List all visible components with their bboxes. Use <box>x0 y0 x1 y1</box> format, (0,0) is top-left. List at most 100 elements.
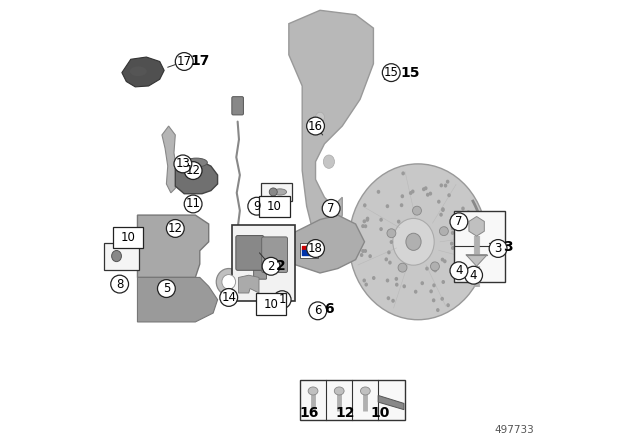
Ellipse shape <box>451 226 454 230</box>
Text: 12: 12 <box>186 164 200 177</box>
Bar <box>300 380 404 420</box>
Polygon shape <box>138 277 218 322</box>
Ellipse shape <box>458 238 461 242</box>
Ellipse shape <box>111 250 122 262</box>
Circle shape <box>489 240 507 258</box>
Ellipse shape <box>323 155 335 168</box>
Ellipse shape <box>455 237 459 241</box>
Ellipse shape <box>441 207 445 211</box>
Ellipse shape <box>439 213 443 217</box>
Text: 7: 7 <box>328 202 335 215</box>
Ellipse shape <box>446 303 450 307</box>
Ellipse shape <box>395 277 398 281</box>
Ellipse shape <box>414 290 417 294</box>
Text: 5: 5 <box>163 282 170 295</box>
Ellipse shape <box>380 227 383 231</box>
Circle shape <box>273 291 291 309</box>
FancyBboxPatch shape <box>300 243 318 258</box>
Ellipse shape <box>446 180 449 184</box>
Ellipse shape <box>451 231 454 235</box>
Ellipse shape <box>386 279 389 283</box>
Polygon shape <box>466 254 487 266</box>
Polygon shape <box>239 275 259 293</box>
Text: 10: 10 <box>120 231 135 244</box>
Circle shape <box>322 199 340 217</box>
Circle shape <box>220 289 237 306</box>
Ellipse shape <box>185 158 207 167</box>
Text: 8: 8 <box>116 278 124 291</box>
Ellipse shape <box>391 299 395 303</box>
Text: 10: 10 <box>264 297 278 310</box>
Circle shape <box>450 262 468 280</box>
Ellipse shape <box>436 308 440 312</box>
Ellipse shape <box>479 255 482 259</box>
Circle shape <box>262 258 280 275</box>
Ellipse shape <box>363 203 367 207</box>
Ellipse shape <box>364 249 367 253</box>
Ellipse shape <box>400 203 403 207</box>
Ellipse shape <box>377 190 380 194</box>
Circle shape <box>450 213 468 231</box>
Ellipse shape <box>364 224 367 228</box>
Text: 16: 16 <box>300 406 319 420</box>
Ellipse shape <box>432 267 436 271</box>
Text: 2: 2 <box>276 259 286 273</box>
Ellipse shape <box>432 283 436 287</box>
Ellipse shape <box>393 219 434 265</box>
FancyBboxPatch shape <box>256 293 286 315</box>
Text: 13: 13 <box>175 157 190 170</box>
Ellipse shape <box>429 192 432 196</box>
Ellipse shape <box>273 189 287 195</box>
Circle shape <box>166 220 184 237</box>
Ellipse shape <box>406 233 421 250</box>
Ellipse shape <box>444 184 447 188</box>
Ellipse shape <box>409 191 412 195</box>
Ellipse shape <box>420 281 424 285</box>
Ellipse shape <box>443 259 447 263</box>
Text: 14: 14 <box>221 291 236 304</box>
Ellipse shape <box>365 218 369 222</box>
Ellipse shape <box>372 276 376 280</box>
FancyBboxPatch shape <box>260 183 292 201</box>
Text: 497733: 497733 <box>494 426 534 435</box>
Text: 10: 10 <box>371 406 390 420</box>
Ellipse shape <box>366 217 369 220</box>
Ellipse shape <box>451 221 455 225</box>
Ellipse shape <box>401 172 405 176</box>
Ellipse shape <box>429 289 433 293</box>
Text: 18: 18 <box>308 242 323 255</box>
FancyBboxPatch shape <box>104 243 139 270</box>
Circle shape <box>248 197 266 215</box>
Text: 1: 1 <box>278 293 286 306</box>
Ellipse shape <box>380 218 383 222</box>
Ellipse shape <box>397 220 401 224</box>
Ellipse shape <box>222 275 236 289</box>
FancyBboxPatch shape <box>113 227 143 248</box>
Text: 12: 12 <box>168 222 183 235</box>
Circle shape <box>307 117 324 135</box>
FancyBboxPatch shape <box>232 225 294 301</box>
Ellipse shape <box>216 268 241 295</box>
Ellipse shape <box>461 232 465 236</box>
Ellipse shape <box>433 268 437 272</box>
Text: 9: 9 <box>253 200 260 213</box>
Circle shape <box>184 162 202 180</box>
Ellipse shape <box>426 193 429 197</box>
Circle shape <box>465 266 483 284</box>
Ellipse shape <box>388 261 392 265</box>
Text: 15: 15 <box>384 66 399 79</box>
Ellipse shape <box>424 186 428 190</box>
Ellipse shape <box>369 254 372 258</box>
Text: 10: 10 <box>267 200 282 213</box>
FancyBboxPatch shape <box>236 236 264 270</box>
Ellipse shape <box>444 227 447 231</box>
Polygon shape <box>378 396 404 409</box>
Polygon shape <box>122 57 164 87</box>
Bar <box>454 211 505 282</box>
Ellipse shape <box>308 387 318 395</box>
Text: 17: 17 <box>191 54 211 68</box>
Ellipse shape <box>456 278 460 282</box>
Ellipse shape <box>462 247 466 251</box>
Ellipse shape <box>467 210 470 214</box>
Ellipse shape <box>391 233 395 237</box>
